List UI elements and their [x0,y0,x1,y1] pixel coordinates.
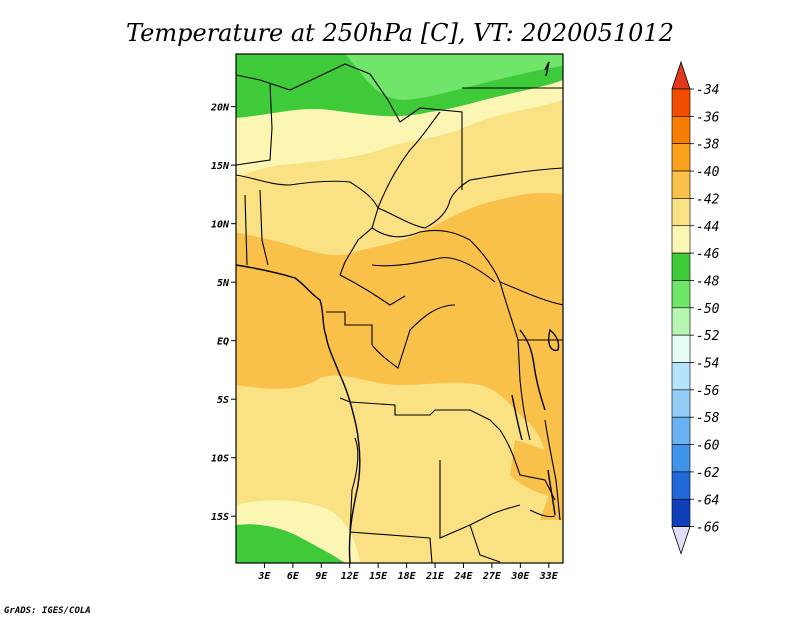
lon-tick-label: 33E [539,571,559,582]
border-zambia-zimbabwe [469,524,501,563]
colorbar-label: -60 [696,439,720,454]
border-malawi-mozambique [544,419,561,521]
colorbar-label: -64 [696,493,719,508]
border-namibia-botswana [429,537,433,563]
colorbar-swatch [671,389,691,418]
border-zambezi [529,509,556,518]
lake-tanganyika [511,394,523,441]
colorbar-label: -44 [696,220,719,235]
colorbar-swatch [671,116,691,144]
lon-tick-label: 6E [287,571,300,582]
lat-tick-label: 15S [211,512,229,523]
colorbar-swatch [671,280,691,309]
field-band-46-south [236,524,345,563]
lat-tick-label: 5S [217,395,229,406]
colorbar-top-arrow [671,60,691,90]
grads-credit: GrADS: IGES/COLA [4,606,91,616]
lake-victoria-east [548,328,560,352]
lat-tick-label: 10S [211,454,229,465]
map-title: Temperature at 250hPa [C], VT: 202005101… [126,19,674,47]
colorbar-swatch [671,334,691,363]
lat-tick-label: EQ [217,337,229,348]
colorbar-label: -40 [696,165,720,180]
lat-tick-label: 15N [211,161,230,172]
colorbar-swatch [671,252,691,281]
temperature-field [236,54,563,563]
lon-tick-label: 21E [425,571,445,582]
lon-tick-label: 12E [341,571,360,582]
colorbar-swatch [671,307,691,336]
border-chad-sudan [377,167,563,229]
colorbar-label: -66 [696,521,720,536]
border-angola-drc [339,397,501,431]
colorbar-swatch [671,170,691,199]
border-angola-namibia [349,437,431,539]
colorbar-swatch [671,471,691,500]
lon-tick-label: 30E [510,571,530,582]
lon-tick-label: 15E [369,571,388,582]
border-mali-niger [236,83,273,166]
colorbar-swatch [671,362,691,391]
colorbar-label: -62 [696,466,720,481]
colorbar-label: -38 [696,138,720,153]
colorbar: -34 -36 -38 -40 -42 -44 -46 -48 -50 -52 -54 -56 -58 -… [671,60,720,555]
field-band-48-ne [470,54,563,72]
colorbar-swatch [671,444,691,473]
border-niger-nigeria [236,174,379,209]
colorbar-swatch [671,143,691,172]
colorbar-label: -46 [696,247,720,262]
border-car-south-sudan [371,227,563,306]
colorbar-bottom-arrow [671,526,691,555]
lake-shore-victoria [519,329,546,411]
border-cameroon-chad [339,207,379,276]
latitude-axis: 20N 15N 10N 5N EQ 5S 10S 15S [210,103,236,523]
border-car-drc [371,257,496,283]
lon-tick-label: 9E [315,571,328,582]
coastline-west-africa [236,264,361,563]
border-chad-west [377,111,441,209]
map-frame [235,53,564,564]
colorbar-label: -58 [696,411,720,426]
border-cameroon-congo [339,274,406,306]
lat-tick-label: 5N [217,278,230,289]
colorbar-label: -54 [696,357,719,372]
lat-tick-label: 10N [211,220,230,231]
colorbar-swatch [671,416,691,445]
colorbar-label: -56 [696,384,720,399]
colorbar-swatch [671,88,691,117]
colorbar-label: -52 [696,329,720,344]
lat-tick-label: 20N [210,103,230,114]
lake-malawi [547,469,556,516]
border-congo-drc [371,304,456,369]
colorbar-swatch [671,198,691,227]
colorbar-swatch [671,498,691,527]
colorbar-label: -48 [696,274,720,289]
border-gabon-eq-guinea [326,311,373,345]
lon-tick-label: 18E [398,571,417,582]
longitude-axis: 3E 6E 9E 12E 15E 18E 21E 24E 27E 30E 33E [257,563,559,582]
coast-nile-delta [544,61,550,77]
border-benin-nigeria [259,189,269,266]
colorbar-label: -50 [696,302,720,317]
lon-tick-label: 24E [453,571,473,582]
colorbar-swatch [671,225,691,254]
country-borders [236,61,563,563]
border-angola-zambia [439,460,521,539]
colorbar-label: -42 [696,192,720,207]
border-togo [244,194,248,266]
border-tanzania-zambia [499,429,556,501]
colorbar-label: -34 [696,83,719,98]
colorbar-label: -36 [696,110,720,125]
border-north [236,63,463,190]
border-drc-east [499,281,531,441]
lon-tick-label: 27E [482,571,502,582]
lon-tick-label: 3E [257,571,271,582]
